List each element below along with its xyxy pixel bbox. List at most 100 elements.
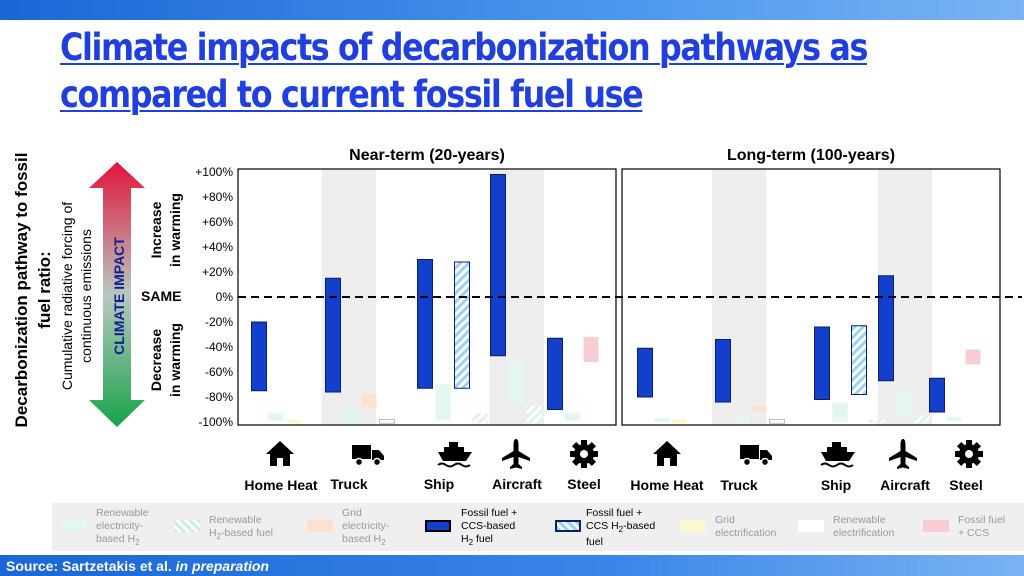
legend-swatch bbox=[60, 520, 86, 532]
legend-swatch bbox=[174, 520, 200, 532]
category-label: Truck bbox=[720, 477, 758, 493]
legend-swatch bbox=[798, 520, 824, 532]
legend-item: Fossil fuel + CCS H2-based fuel bbox=[52, 503, 1024, 551]
legend-swatch bbox=[680, 520, 706, 532]
bar-fossil-ccs-h2-fuel bbox=[454, 261, 470, 389]
y-tick-label: -20% bbox=[205, 315, 233, 329]
category-label: Steel bbox=[567, 476, 600, 492]
airplane-icon bbox=[889, 439, 917, 469]
bar-renewable-h2 bbox=[832, 403, 848, 422]
bar-fossil-ccs-h2 bbox=[878, 275, 894, 382]
bar-renewable-h2 bbox=[508, 360, 524, 404]
legend-label: Grid electricity-based H2 bbox=[342, 507, 390, 548]
climate-impact-label: CLIMATE IMPACT bbox=[111, 237, 127, 355]
y-tick-label: +40% bbox=[202, 240, 233, 254]
legend-label: Fossil fuel + CCS bbox=[958, 514, 1006, 539]
legend-item: Fossil fuel + CCS-based H2 fuel bbox=[52, 503, 1024, 551]
bar-fossil-ccs-h2 bbox=[325, 277, 341, 393]
gear-icon bbox=[570, 440, 598, 468]
legend-swatch bbox=[307, 520, 333, 532]
category-label: Truck bbox=[330, 476, 368, 492]
legend: Renewable electricity-based H2 Renewable H2… bbox=[52, 503, 1024, 551]
category-label: Home Heat bbox=[244, 477, 317, 493]
gear-icon bbox=[955, 440, 983, 468]
bar-fossil-ccs bbox=[965, 349, 981, 365]
slide-title: Climate impacts of decarbonization pathw… bbox=[60, 24, 868, 118]
y-axis-title-line-2: fuel ratio: bbox=[35, 251, 54, 328]
ship-icon bbox=[437, 442, 472, 468]
bar-fossil-ccs-h2 bbox=[814, 326, 830, 400]
legend-swatch bbox=[555, 520, 581, 532]
bar-renewable-h2 bbox=[896, 389, 912, 416]
climate-impact-arrow bbox=[89, 162, 145, 427]
home-icon bbox=[266, 441, 294, 466]
y-tick-label: -60% bbox=[205, 365, 233, 379]
panel-title: Long-term (100-years) bbox=[727, 147, 895, 164]
legend-label: Renewable H2-based fuel bbox=[209, 514, 273, 542]
source-label: Source: Sartzetakis et al. bbox=[6, 558, 172, 574]
bar-fossil-ccs-h2 bbox=[929, 377, 945, 413]
legend-label: Renewable electrification bbox=[833, 514, 895, 539]
legend-label: Fossil fuel + CCS H2-based fuel bbox=[586, 507, 656, 549]
category-label: Home Heat bbox=[630, 477, 703, 493]
bar-renewable-h2 bbox=[435, 384, 451, 420]
bar-grid-electrification bbox=[285, 419, 301, 424]
truck-icon bbox=[740, 445, 772, 467]
y-tick-label: +100% bbox=[195, 165, 233, 179]
legend-item: Renewable H2-based fuel bbox=[52, 503, 1024, 551]
bottom-accent-bar bbox=[0, 555, 1024, 576]
bar-fossil-ccs-h2 bbox=[490, 174, 506, 357]
same-label: SAME bbox=[141, 288, 181, 304]
bar-fossil-ccs-h2 bbox=[715, 339, 731, 403]
bar-renewable-h2 bbox=[654, 418, 670, 422]
title-line-1: Climate impacts of decarbonization pathw… bbox=[60, 26, 868, 69]
bar-renewable-h2 bbox=[344, 409, 360, 422]
legend-label: Grid electrification bbox=[715, 514, 777, 539]
y-tick-label: -100% bbox=[198, 415, 233, 429]
bar-renewable-h2-fuel bbox=[526, 405, 542, 424]
y-tick-label: +20% bbox=[202, 265, 233, 279]
category-label: Aircraft bbox=[492, 476, 542, 492]
decrease-label-line-2: in warming bbox=[167, 323, 183, 397]
y-tick-label: +80% bbox=[202, 190, 233, 204]
y-tick-label: -80% bbox=[205, 390, 233, 404]
bar-fossil-ccs-h2 bbox=[637, 347, 653, 398]
airplane-icon bbox=[502, 439, 530, 469]
bar-grid-electrification bbox=[671, 419, 687, 424]
source-note: Source: Sartzetakis et al. in preparatio… bbox=[6, 558, 269, 574]
legend-swatch bbox=[923, 520, 949, 532]
decrease-label-line-1: Decrease bbox=[148, 329, 164, 391]
panel-title: Near-term (20-years) bbox=[349, 147, 505, 164]
legend-item: Grid electrification bbox=[52, 503, 1024, 551]
legend-item: Renewable electrification bbox=[52, 503, 1024, 551]
bar-renewable-h2 bbox=[268, 413, 284, 421]
top-accent-bar bbox=[0, 0, 1024, 20]
title-line-2: compared to current fossil fuel use bbox=[60, 73, 644, 116]
category-label: Aircraft bbox=[880, 477, 930, 493]
category-label: Steel bbox=[949, 477, 982, 493]
bar-fossil-ccs-h2 bbox=[547, 337, 563, 410]
bar-renewable-h2-fuel bbox=[472, 413, 488, 424]
bar-grid-h2 bbox=[361, 394, 377, 407]
increase-label-line-1: Increase bbox=[148, 201, 164, 258]
ship-icon bbox=[820, 442, 855, 468]
legend-item: Grid electricity-based H2 bbox=[52, 503, 1024, 551]
bar-renewable-electrification bbox=[379, 419, 395, 424]
bar-fossil-ccs-h2-fuel bbox=[851, 325, 867, 395]
legend-label: Renewable electricity-based H2 bbox=[96, 507, 149, 548]
bar-renewable-electrification bbox=[769, 419, 785, 424]
bar-renewable-h2 bbox=[734, 415, 750, 424]
y-tick-label: -40% bbox=[205, 340, 233, 354]
bar-grid-h2 bbox=[751, 405, 767, 412]
legend-swatch bbox=[425, 520, 451, 532]
y-tick-label: +60% bbox=[202, 215, 233, 229]
y-axis-subtitle-line-2: continuous emissions bbox=[78, 229, 94, 363]
bar-renewable-h2-fuel bbox=[869, 419, 885, 424]
bar-fossil-ccs-h2 bbox=[251, 321, 267, 392]
bar-renewable-h2 bbox=[946, 417, 962, 421]
bar-renewable-h2-fuel bbox=[914, 415, 930, 424]
bar-fossil-ccs-h2 bbox=[417, 259, 433, 389]
truck-icon bbox=[352, 445, 384, 467]
y-axis-subtitle-line-1: Cumulative radiative forcing of bbox=[59, 202, 75, 390]
source-status: in preparation bbox=[175, 558, 269, 574]
